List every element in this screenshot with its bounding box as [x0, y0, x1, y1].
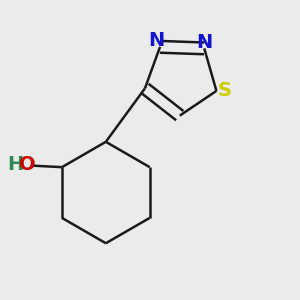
Text: O: O: [19, 155, 35, 174]
Text: N: N: [148, 32, 165, 50]
Text: N: N: [196, 33, 212, 52]
Text: S: S: [218, 81, 232, 101]
Text: H: H: [7, 155, 23, 174]
